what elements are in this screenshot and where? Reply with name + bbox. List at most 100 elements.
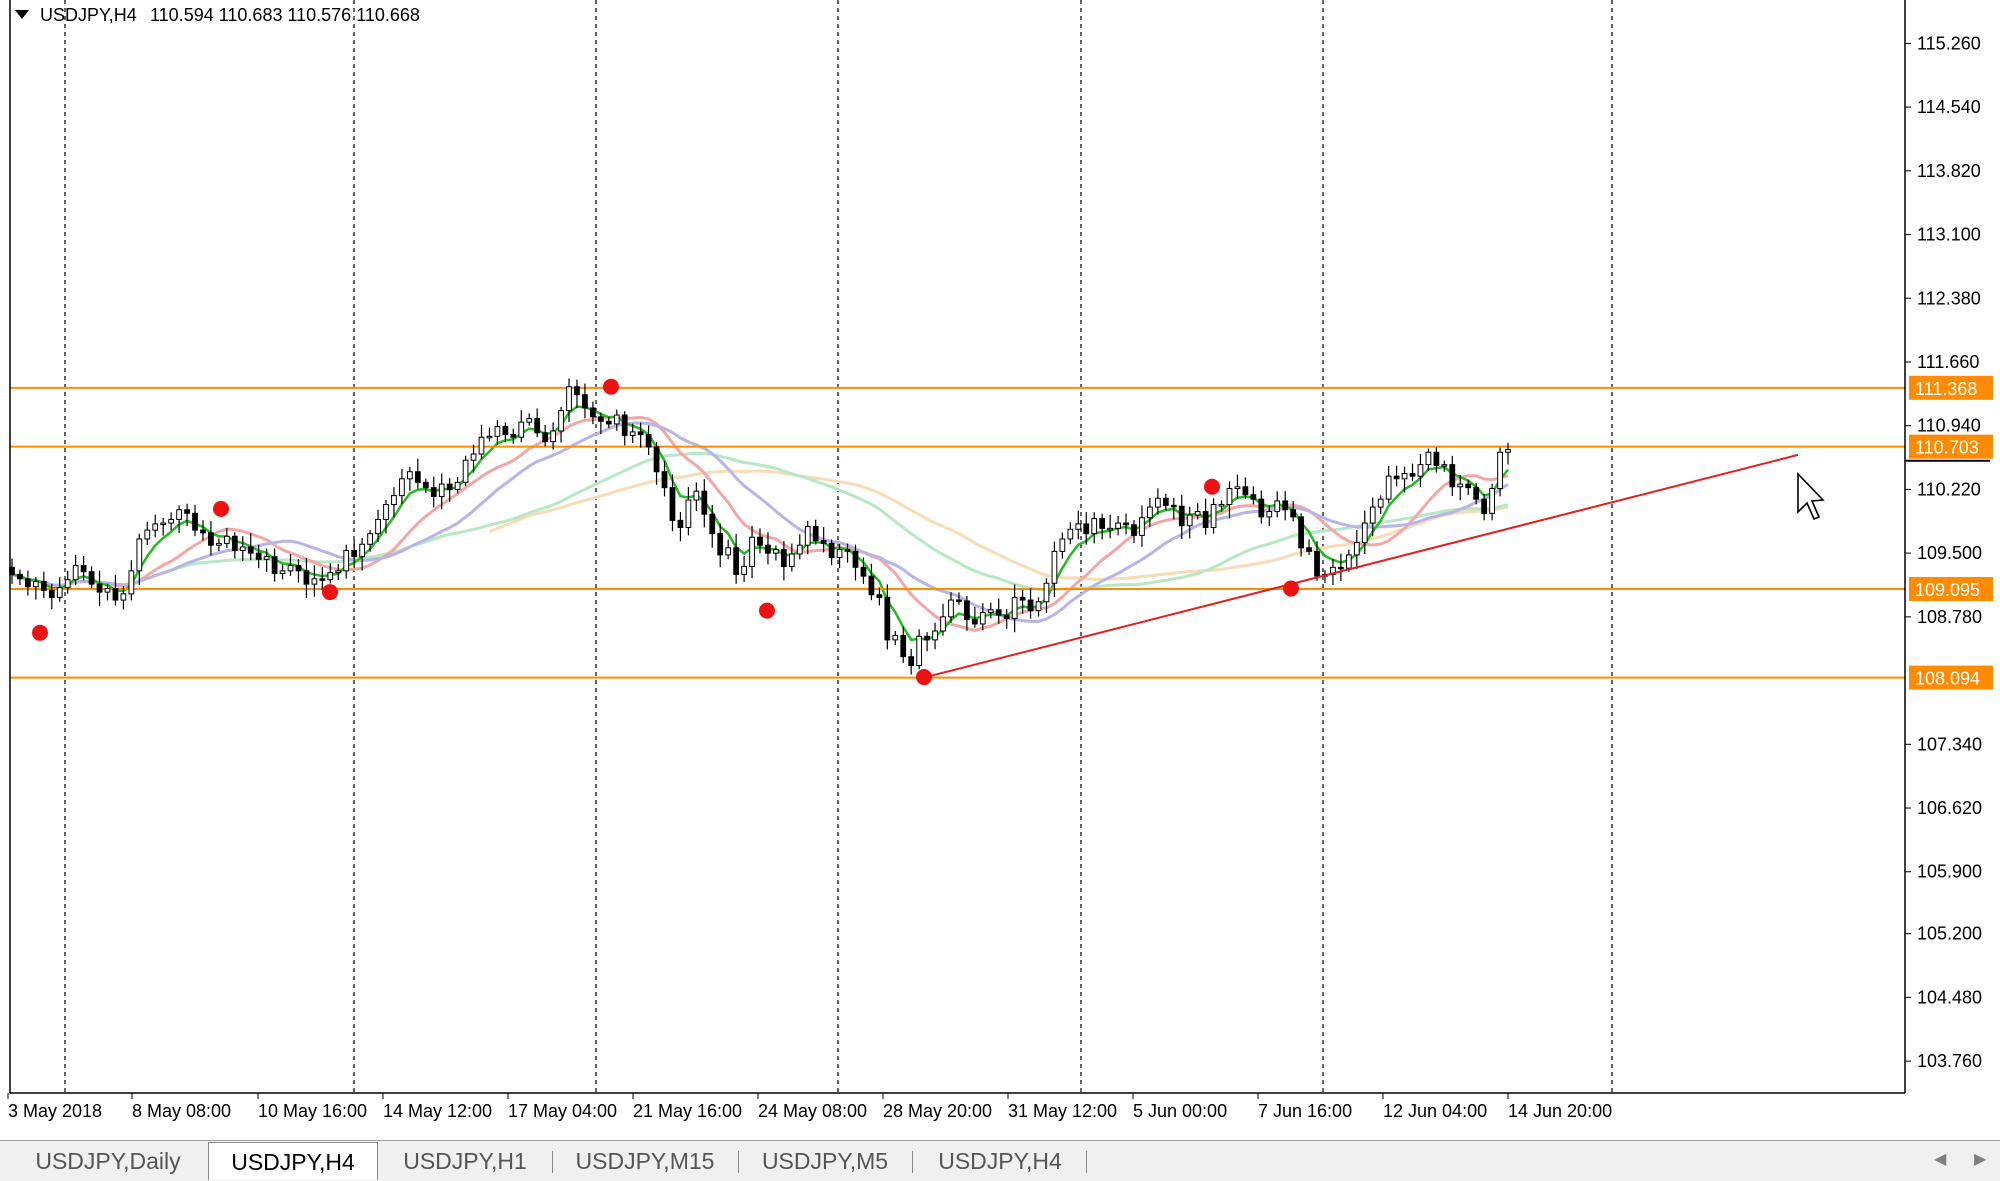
swing-point-marker <box>916 669 932 686</box>
scroll-left-icon[interactable]: ◀ <box>1934 1151 1947 1168</box>
candle-body <box>1011 596 1018 620</box>
level-price-label: 108.094 <box>1915 669 1980 689</box>
candle-body <box>876 594 883 598</box>
candle-body <box>868 575 875 596</box>
price-axis-label: 109.500 <box>1917 543 1982 563</box>
candle-body <box>311 578 318 585</box>
candle-body <box>812 526 819 542</box>
candle-body <box>17 573 23 580</box>
candle-body <box>860 566 867 577</box>
candle-body <box>40 580 47 591</box>
candle-body <box>327 572 334 581</box>
time-axis-label: 17 May 04:00 <box>508 1101 617 1121</box>
candle-body <box>1505 449 1511 453</box>
price-chart[interactable]: 111.368 110.703 109.095 108.094 3 May 2018 8… <box>0 0 2000 1140</box>
swing-point-marker <box>32 624 48 641</box>
candle-body <box>271 556 278 574</box>
mouse-pointer-icon <box>1797 472 1825 521</box>
trendline-layer[interactable] <box>923 453 1799 679</box>
candle-body <box>1473 487 1480 500</box>
price-axis-label: 106.620 <box>1917 798 1982 818</box>
candle-body <box>534 418 541 434</box>
tab-usdjpy-m5[interactable]: USDJPY,M5 <box>761 1148 889 1174</box>
swing-point-marker <box>603 378 619 395</box>
candle-body <box>1218 503 1225 507</box>
candle-body <box>399 478 405 497</box>
candle-body <box>303 570 310 585</box>
candle-body <box>200 529 206 534</box>
candle-body <box>446 483 453 490</box>
candle-body <box>908 656 915 667</box>
candle-body <box>820 540 827 544</box>
candle-body <box>685 499 692 528</box>
candle-body <box>1131 524 1137 536</box>
tab-separator <box>1086 1151 1087 1173</box>
tab-usdjpy-daily[interactable]: USDJPY,Daily <box>35 1148 181 1174</box>
candle-body <box>645 434 652 448</box>
candle-body <box>995 609 1002 616</box>
candle-body <box>1401 472 1408 480</box>
candle-body <box>773 549 779 554</box>
candle-body <box>1019 596 1026 601</box>
candle-body <box>319 578 326 581</box>
time-axis-label: 14 Jun 20:00 <box>1508 1101 1612 1121</box>
tab-usdjpy-h4[interactable]: USDJPY,H4 <box>208 1142 378 1180</box>
candle-body <box>717 533 724 556</box>
swing-point-marker <box>1204 478 1220 495</box>
swing-point-marker <box>213 500 229 517</box>
candle-body <box>1210 503 1217 528</box>
candle-body <box>184 509 190 514</box>
level-price-badge <box>1909 375 1993 400</box>
candle-body <box>160 522 167 526</box>
candle-body <box>208 532 214 546</box>
candle-body <box>558 410 564 432</box>
candle-body <box>677 519 684 528</box>
level-price-badge <box>1909 434 1993 459</box>
candle-body <box>279 570 286 574</box>
candle-body <box>263 556 270 560</box>
swing-markers <box>32 378 1299 686</box>
level-price-label: 111.368 <box>1915 379 1977 399</box>
candle-body <box>1258 498 1265 518</box>
candle-body <box>510 434 517 438</box>
candle-body <box>852 550 859 568</box>
candle-body <box>661 471 668 489</box>
swing-point-marker <box>1283 580 1299 597</box>
swing-point-marker <box>322 584 338 601</box>
level-price-badge <box>1909 665 1993 690</box>
tab-usdjpy-m15[interactable]: USDJPY,M15 <box>575 1148 715 1174</box>
candle-body <box>1465 483 1472 489</box>
candle-body <box>725 547 732 556</box>
candle-body <box>733 547 740 575</box>
chart-window[interactable]: 111.368 110.703 109.095 108.094 3 May 2018 8… <box>0 0 2000 1140</box>
candle-body <box>932 630 938 641</box>
candle-body <box>1353 542 1360 556</box>
price-axis-label: 110.220 <box>1917 479 1981 499</box>
time-axis-label: 28 May 20:00 <box>883 1101 992 1121</box>
chart-header: USDJPY,H4 110.594 110.683 110.576 110.66… <box>15 5 420 25</box>
tab-usdjpy-h1[interactable]: USDJPY,H1 <box>403 1148 527 1174</box>
scroll-right-icon[interactable]: ▶ <box>1974 1151 1987 1168</box>
candle-body <box>231 535 238 551</box>
price-axis-label: 105.900 <box>1917 862 1982 882</box>
price-axis-label: 110.940 <box>1917 416 1981 436</box>
tab-usdjpy-h4-second[interactable]: USDJPY,H4 <box>938 1148 1062 1174</box>
candle-body <box>64 579 71 589</box>
candle-body <box>72 565 79 581</box>
time-axis-label: 21 May 16:00 <box>633 1101 742 1121</box>
candle-body <box>223 535 230 544</box>
candle-body <box>1282 500 1289 511</box>
candle-body <box>1027 599 1034 612</box>
candle-body <box>144 529 151 540</box>
price-axis-label: 103.760 <box>1917 1051 1982 1071</box>
candle-body <box>1162 497 1169 506</box>
candle-body <box>502 426 509 436</box>
candle-body <box>526 418 533 423</box>
candle-body <box>979 611 986 625</box>
candle-body <box>414 471 421 483</box>
collapse-triangle-icon[interactable] <box>15 10 29 19</box>
candle-body <box>48 589 55 598</box>
candle-body <box>56 587 63 598</box>
candle-body <box>1274 500 1281 513</box>
candle-body <box>1123 522 1129 526</box>
